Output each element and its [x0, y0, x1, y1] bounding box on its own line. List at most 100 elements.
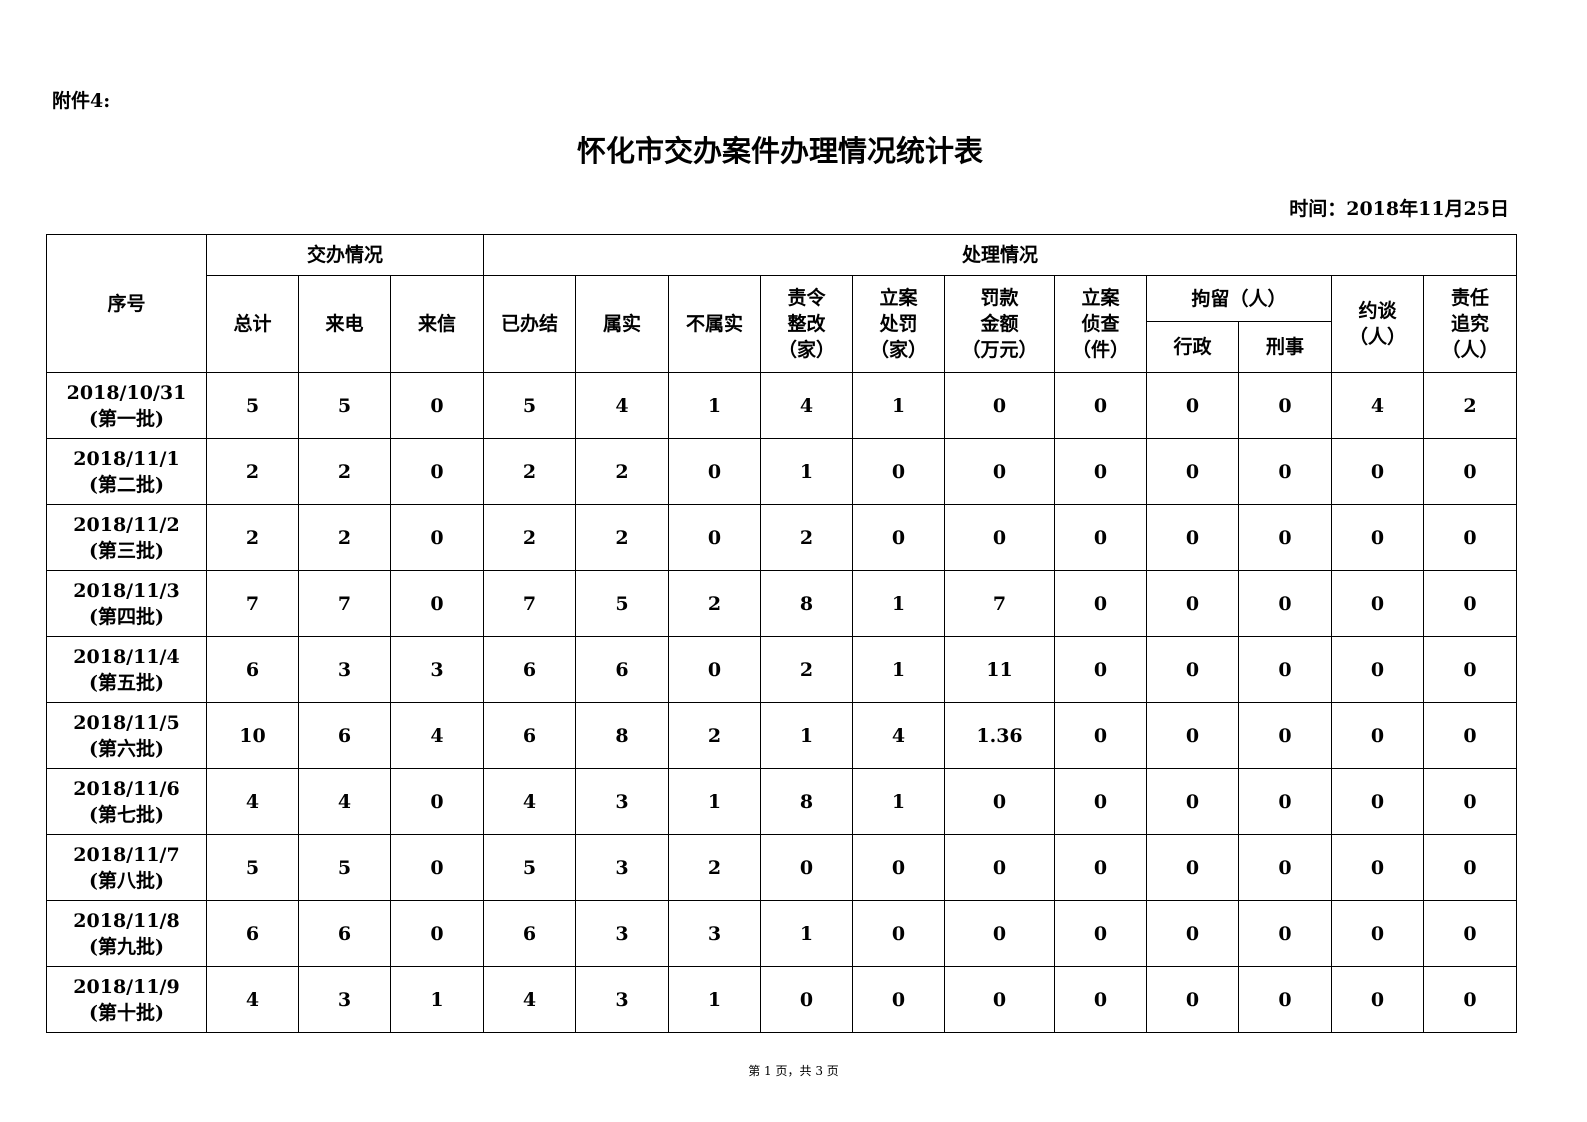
cell-value: 0	[760, 966, 853, 1033]
cell-value: 0	[1146, 768, 1239, 835]
cell-value: 0	[944, 372, 1055, 439]
header-true: 属实	[575, 275, 669, 373]
cell-value: 2	[760, 504, 853, 571]
cell-value: 0	[1238, 438, 1332, 505]
cell-value: 5	[483, 372, 576, 439]
cell-value: 0	[1422, 570, 1518, 637]
table-row: 2018/11/1 (第二批) 2 2 0 2 2 0 1 0 0 0 0 0 0 0	[46, 438, 1518, 505]
cell-value: 0	[1422, 504, 1518, 571]
cell-value: 0	[944, 834, 1055, 901]
cell-value: 6	[483, 900, 576, 967]
cell-value: 0	[390, 570, 484, 637]
cell-value: 2	[206, 438, 299, 505]
cell-value: 0	[390, 438, 484, 505]
cell-value: 1	[668, 966, 761, 1033]
page-title: 怀化市交办案件办理情况统计表	[576, 134, 983, 168]
cell-value: 0	[668, 438, 761, 505]
table-row: 2018/10/31 (第一批) 5 5 0 5 4 1 4 1 0 0 0 0 4 2	[46, 372, 1518, 439]
header-detention: 拘留（人）	[1146, 275, 1332, 322]
cell-value: 0	[852, 438, 945, 505]
cell-value: 1	[852, 372, 945, 439]
cell-value: 8	[760, 570, 853, 637]
header-fine: 罚款 金额 （万元）	[944, 275, 1055, 373]
cell-value: 7	[298, 570, 391, 637]
header-penalty: 立案 处罚 （家）	[852, 275, 945, 373]
cell-value: 0	[1422, 966, 1518, 1033]
cell-value: 6	[298, 900, 391, 967]
cell-value: 5	[575, 570, 669, 637]
table-row: 2018/11/6 (第七批) 4 4 0 4 3 1 8 1 0 0 0 0 0 0	[46, 768, 1518, 835]
cell-value: 7	[483, 570, 576, 637]
cell-value: 6	[298, 702, 391, 769]
table-row: 2018/11/2 (第三批) 2 2 0 2 2 0 2 0 0 0 0 0 0 0	[46, 504, 1518, 571]
cell-value: 2	[298, 438, 391, 505]
cell-value: 0	[1331, 438, 1424, 505]
cell-value: 0	[1054, 900, 1147, 967]
cell-value: 5	[206, 372, 299, 439]
table-row: 2018/11/7 (第八批) 5 5 0 5 3 2 0 0 0 0 0 0 0 0	[46, 834, 1518, 901]
cell-value: 2	[575, 504, 669, 571]
cell-value: 2	[668, 570, 761, 637]
cell-value: 4	[575, 372, 669, 439]
cell-seq: 2018/11/3 (第四批)	[46, 570, 207, 637]
cell-value: 0	[1422, 900, 1518, 967]
cell-value: 4	[483, 768, 576, 835]
header-handling-group: 处理情况	[482, 234, 1518, 276]
header-closed: 已办结	[483, 275, 576, 373]
header-not-true: 不属实	[668, 275, 761, 373]
cell-value: 0	[1146, 438, 1239, 505]
cell-value: 8	[575, 702, 669, 769]
cell-value: 0	[390, 900, 484, 967]
cell-value: 0	[1146, 636, 1239, 703]
cell-value: 0	[1146, 702, 1239, 769]
cell-value: 0	[852, 900, 945, 967]
cell-value: 0	[1146, 966, 1239, 1033]
cell-value: 0	[944, 966, 1055, 1033]
table-row: 2018/11/8 (第九批) 6 6 0 6 3 3 1 0 0 0 0 0 0 0	[46, 900, 1518, 967]
cell-value: 0	[1146, 570, 1239, 637]
cell-value: 0	[1422, 834, 1518, 901]
cell-value: 0	[1331, 834, 1424, 901]
cell-value: 1	[852, 768, 945, 835]
cell-value: 6	[206, 900, 299, 967]
cell-value: 0	[760, 834, 853, 901]
cell-value: 0	[390, 768, 484, 835]
cell-value: 8	[760, 768, 853, 835]
cell-value: 0	[1054, 636, 1147, 703]
cell-value: 1	[760, 900, 853, 967]
cell-value: 3	[298, 636, 391, 703]
header-phone: 来电	[298, 275, 391, 373]
cell-seq: 2018/10/31 (第一批)	[46, 372, 207, 439]
cell-value: 0	[1238, 834, 1332, 901]
cell-value: 0	[1422, 636, 1518, 703]
cell-value: 1	[390, 966, 484, 1033]
cell-value: 2	[668, 834, 761, 901]
cell-value: 0	[944, 900, 1055, 967]
cell-value: 4	[390, 702, 484, 769]
cell-value: 1	[668, 372, 761, 439]
cell-value: 0	[390, 504, 484, 571]
cell-value: 0	[1238, 372, 1332, 439]
header-accountability: 责任 追究 （人）	[1422, 275, 1518, 373]
cell-value: 2	[483, 438, 576, 505]
cell-value: 6	[206, 636, 299, 703]
cell-value: 2	[668, 702, 761, 769]
cell-value: 0	[1238, 570, 1332, 637]
cell-value: 2	[1422, 372, 1518, 439]
cell-value: 0	[1146, 834, 1239, 901]
header-assigned-group: 交办情况	[206, 234, 484, 276]
cell-value: 11	[944, 636, 1055, 703]
page-footer: 第 1 页，共 3 页	[748, 1064, 839, 1078]
cell-value: 1	[852, 570, 945, 637]
cell-value: 3	[668, 900, 761, 967]
cell-value: 6	[483, 636, 576, 703]
cell-value: 0	[1331, 768, 1424, 835]
cell-value: 10	[206, 702, 299, 769]
cell-value: 7	[206, 570, 299, 637]
cell-value: 0	[1331, 702, 1424, 769]
cell-value: 2	[760, 636, 853, 703]
cell-value: 0	[1054, 372, 1147, 439]
cell-seq: 2018/11/7 (第八批)	[46, 834, 207, 901]
cell-value: 0	[1331, 636, 1424, 703]
cell-value: 0	[1331, 504, 1424, 571]
